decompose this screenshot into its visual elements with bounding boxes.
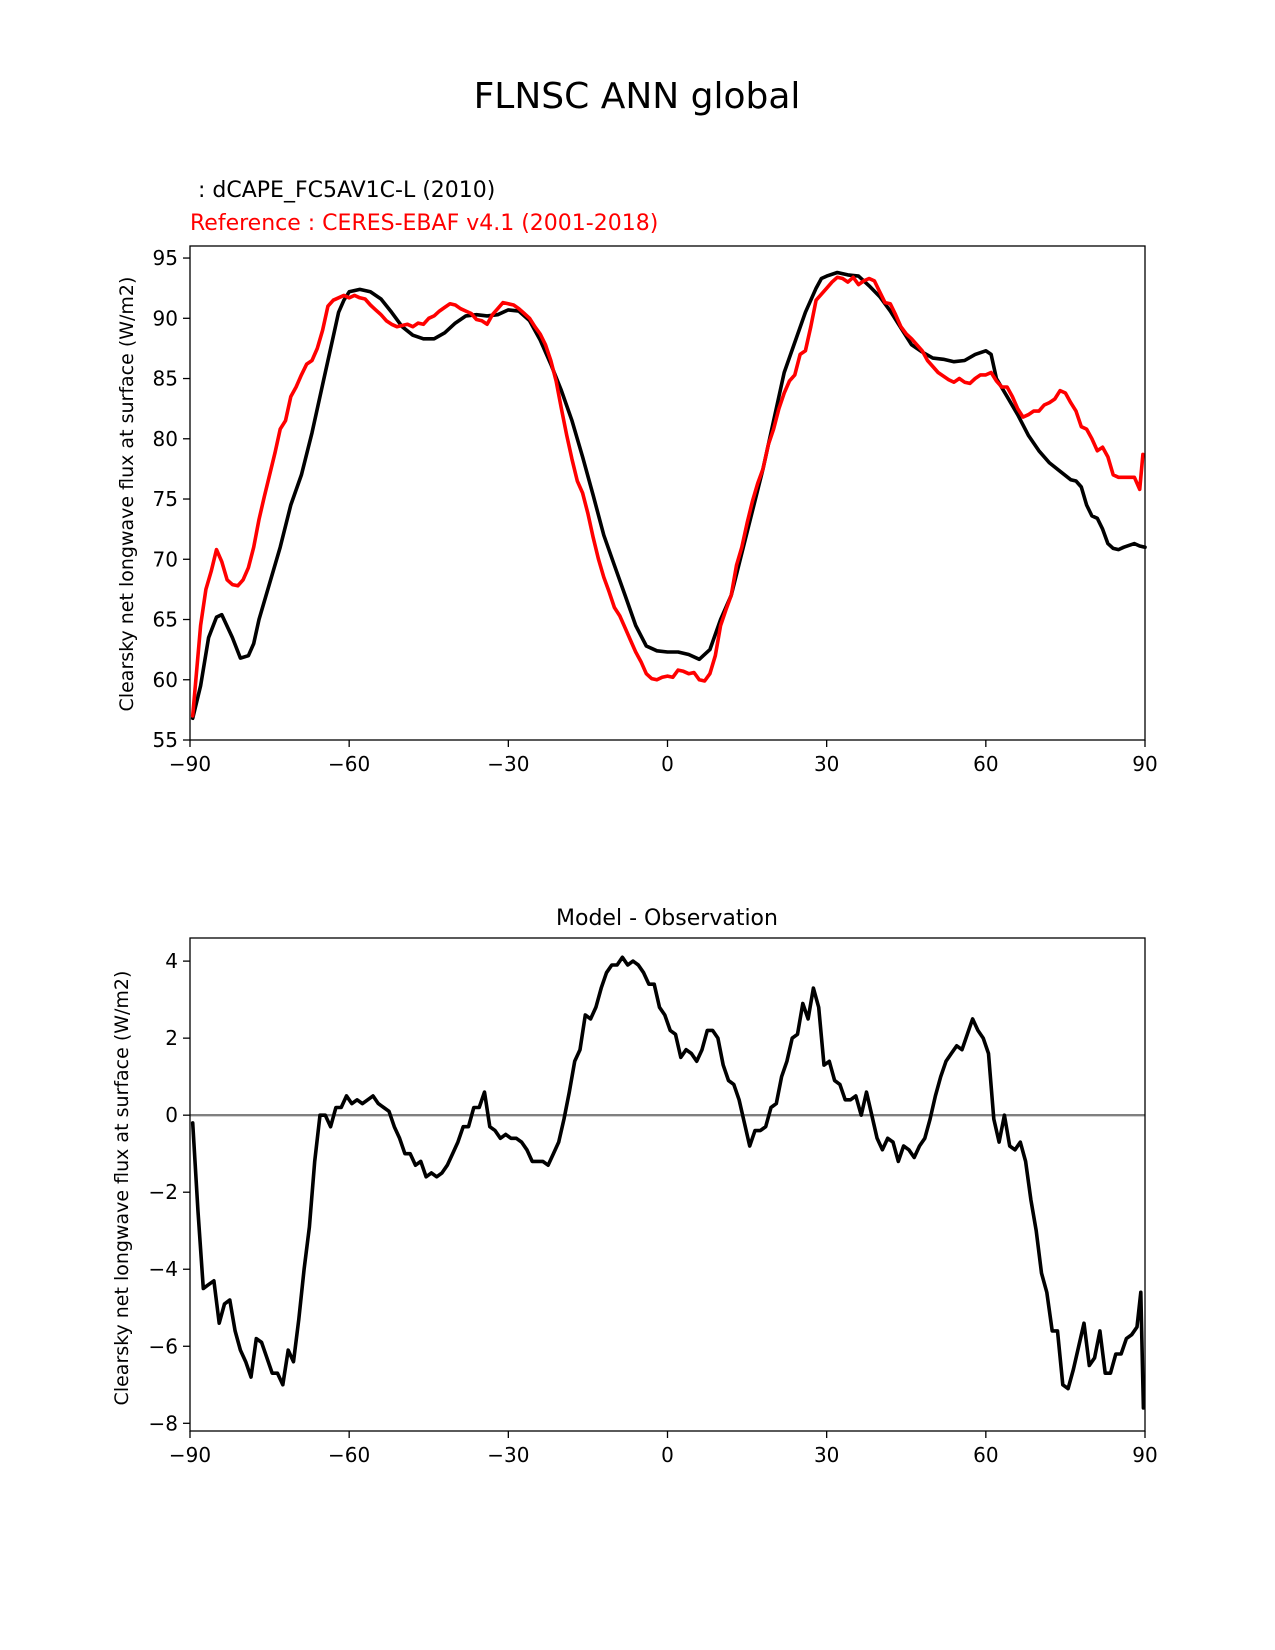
bottom-panel-title: Model - Observation — [556, 906, 778, 931]
bottom-y-axis-label: Clearsky net longwave flux at surface (W… — [111, 971, 133, 1406]
x-tick-label: 90 — [1132, 1443, 1157, 1467]
bottom-series-layer — [190, 955, 1146, 1410]
x-tick-label: 60 — [973, 1443, 998, 1467]
y-tick-label: 70 — [153, 547, 178, 571]
y-tick-label: −8 — [149, 1411, 178, 1435]
top-panel: : dCAPE_FC5AV1C-L (2010) Reference : CER… — [116, 178, 1158, 776]
top-x-ticks: −90 −60 −30 0 30 60 90 — [169, 740, 1158, 776]
y-tick-label: 55 — [153, 728, 178, 752]
y-tick-label: 60 — [153, 668, 178, 692]
top-y-ticks: 55 60 65 70 75 80 85 90 95 — [153, 246, 190, 752]
y-tick-label: 95 — [153, 246, 178, 270]
top-y-axis-label: Clearsky net longwave flux at surface (W… — [116, 277, 138, 712]
x-tick-label: −60 — [328, 752, 370, 776]
x-tick-label: 30 — [814, 1443, 839, 1467]
y-tick-label: 65 — [153, 608, 178, 632]
x-tick-label: 0 — [661, 1443, 674, 1467]
bottom-x-ticks: −90 −60 −30 0 30 60 90 — [169, 1431, 1158, 1467]
x-tick-label: 0 — [661, 752, 674, 776]
test-label: : dCAPE_FC5AV1C-L (2010) — [198, 178, 495, 203]
y-tick-label: 90 — [153, 306, 178, 330]
y-tick-label: −2 — [149, 1180, 178, 1204]
y-tick-label: 85 — [153, 367, 178, 391]
figure-title: FLNSC ANN global — [474, 76, 801, 117]
reference-label: Reference : CERES-EBAF v4.1 (2001-2018) — [190, 211, 658, 236]
series-line-1-0 — [190, 955, 1146, 1410]
series-line-0-1 — [190, 275, 1145, 718]
x-tick-label: 30 — [814, 752, 839, 776]
series-line-0-0 — [190, 270, 1147, 721]
x-tick-label: 60 — [973, 752, 998, 776]
bottom-y-ticks: −8 −6 −4 −2 0 2 4 — [149, 949, 190, 1435]
y-tick-label: 2 — [165, 1026, 178, 1050]
x-tick-label: −30 — [487, 752, 529, 776]
x-tick-label: 90 — [1132, 752, 1157, 776]
x-tick-label: −90 — [169, 1443, 211, 1467]
y-tick-label: −4 — [149, 1257, 178, 1281]
y-tick-label: 80 — [153, 427, 178, 451]
x-tick-label: −60 — [328, 1443, 370, 1467]
y-tick-label: −6 — [149, 1334, 178, 1358]
y-tick-label: 4 — [165, 949, 178, 973]
top-series-layer — [190, 270, 1147, 721]
y-tick-label: 75 — [153, 487, 178, 511]
x-tick-label: −90 — [169, 752, 211, 776]
x-tick-label: −30 — [487, 1443, 529, 1467]
bottom-panel: Model - Observation Clearsky net longwav… — [111, 906, 1158, 1467]
y-tick-label: 0 — [165, 1103, 178, 1127]
